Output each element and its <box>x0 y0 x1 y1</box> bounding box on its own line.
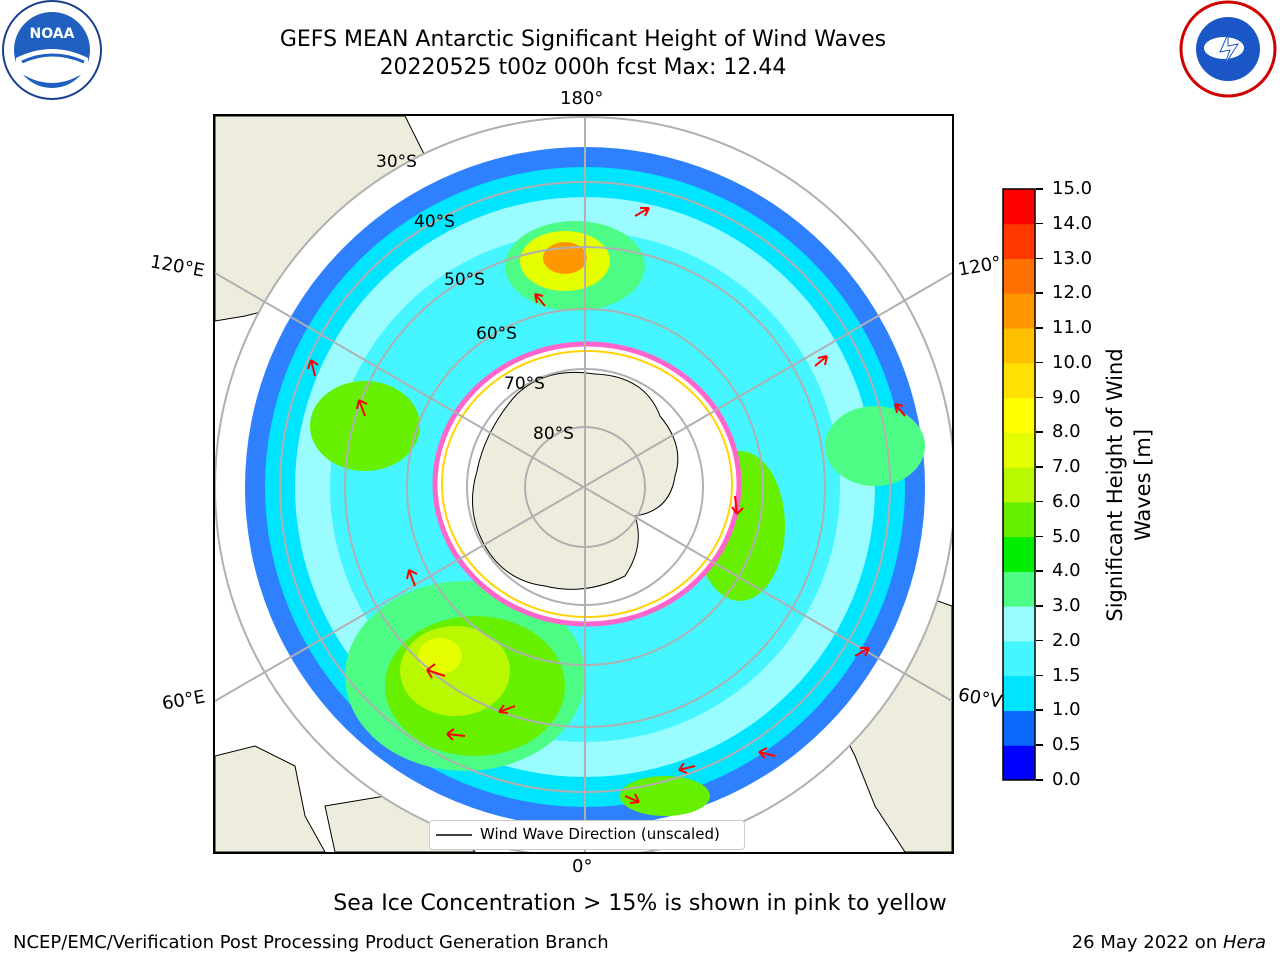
colorbar-tick-label: 11.0 <box>1052 317 1093 339</box>
colorbar-tick-mark <box>1036 535 1043 538</box>
colorbar-tick-label: 5.0 <box>1052 525 1081 547</box>
colorbar-tick-mark <box>1036 222 1043 225</box>
lon-label-upper-right: 120° <box>956 252 1003 281</box>
lat-label-80s: 80°S <box>533 424 574 444</box>
colorbar-tick-mark <box>1036 779 1043 781</box>
svg-text:Waves [m]: Waves [m] <box>1131 429 1155 541</box>
land-antarctica <box>472 371 679 590</box>
colorbar-tick-mark <box>1036 361 1043 364</box>
colorbar-segment <box>1003 328 1035 364</box>
colorbar-segment <box>1003 467 1035 503</box>
svg-text:NOAA: NOAA <box>30 26 75 42</box>
map-subtitle: 20220525 t00z 000h fcst Max: 12.44 <box>379 55 787 80</box>
colorbar-segment <box>1003 745 1035 781</box>
colorbar-tick-label: 4.0 <box>1052 560 1081 582</box>
lat-label-50s: 50°S <box>444 270 485 290</box>
colorbar-tick-label: 12.0 <box>1052 282 1093 304</box>
colorbar-tick-label: 15.0 <box>1052 178 1093 199</box>
polar-stereographic-map: Wind Wave Direction (unscaled) <box>213 114 954 854</box>
colorbar-tick-mark <box>1036 744 1043 746</box>
colorbar-tick-mark <box>1036 639 1043 642</box>
lon-label-bottom: 0° <box>572 856 593 877</box>
colorbar-tick-mark <box>1036 500 1043 503</box>
colorbar-segment <box>1003 432 1035 468</box>
colorbar-tick-label: 9.0 <box>1052 386 1081 408</box>
svg-text:Significant Height of Wind: Significant Height of Wind <box>1103 348 1127 621</box>
colorbar-segment <box>1003 536 1035 572</box>
colorbar-segment <box>1003 675 1035 711</box>
colorbar-tick-mark <box>1036 257 1043 260</box>
colorbar-segment <box>1003 223 1035 260</box>
land-africa <box>215 745 326 852</box>
colorbar-tick-label: 8.0 <box>1052 421 1081 443</box>
colorbar-tick-mark <box>1036 605 1043 607</box>
map-legend: Wind Wave Direction (unscaled) <box>429 820 745 850</box>
colorbar <box>1002 188 1036 781</box>
colorbar-title: Significant Height of Wind Waves [m] <box>1103 348 1155 621</box>
colorbar-tick-label: 13.0 <box>1052 247 1093 269</box>
lat-label-60s: 60°S <box>476 324 517 344</box>
colorbar-tick-label: 14.0 <box>1052 212 1093 234</box>
colorbar-segment <box>1003 362 1035 399</box>
colorbar-segment <box>1003 710 1035 746</box>
lat-label-70s: 70°S <box>504 374 545 394</box>
lon-label-upper-left: 120°E <box>148 251 207 282</box>
colorbar-tick-mark <box>1036 327 1043 329</box>
colorbar-segment <box>1003 606 1035 642</box>
colorbar-segment <box>1003 397 1035 433</box>
colorbar-tick-label: 10.0 <box>1052 351 1093 373</box>
generation-date: 26 May 2022 on Hera <box>1071 932 1266 953</box>
national-weather-service-logo <box>1179 0 1277 98</box>
colorbar-segment <box>1003 293 1035 329</box>
colorbar-tick-mark <box>1036 466 1043 468</box>
colorbar-tick-label: 0.0 <box>1052 769 1081 790</box>
lat-label-40s: 40°S <box>414 212 455 232</box>
lon-label-lower-left: 60°E <box>160 686 207 715</box>
colorbar-tick-mark <box>1036 674 1043 677</box>
colorbar-tick-label: 3.0 <box>1052 595 1081 617</box>
colorbar-tick-label: 0.5 <box>1052 734 1081 756</box>
colorbar-tick-mark <box>1036 396 1043 399</box>
colorbar-tick-mark <box>1036 709 1043 711</box>
map-title: GEFS MEAN Antarctic Significant Height o… <box>279 27 887 52</box>
lat-label-30s: 30°S <box>376 152 417 172</box>
colorbar-segment <box>1003 189 1035 225</box>
colorbar-tick-label: 2.0 <box>1052 629 1081 651</box>
colorbar-tick-label: 1.0 <box>1052 699 1081 721</box>
colorbar-tick-mark <box>1036 188 1043 190</box>
lon-label-top: 180° <box>560 88 604 109</box>
producer-credit: NCEP/EMC/Verification Post Processing Pr… <box>13 932 609 953</box>
legend-line-swatch <box>436 834 472 836</box>
legend-label: Wind Wave Direction (unscaled) <box>480 825 720 843</box>
colorbar-tick-label: 6.0 <box>1052 490 1081 512</box>
colorbar-tick-mark <box>1036 292 1043 294</box>
wave-height-field <box>215 116 952 852</box>
colorbar-segment <box>1003 640 1035 677</box>
colorbar-segment <box>1003 571 1035 607</box>
colorbar-tick-label: 7.0 <box>1052 456 1081 478</box>
sea-ice-note: Sea Ice Concentration > 15% is shown in … <box>333 891 947 916</box>
lon-label-lower-right: 60°V <box>956 684 1004 713</box>
colorbar-tick-mark <box>1036 431 1043 433</box>
colorbar-segment <box>1003 501 1035 538</box>
colorbar-tick-mark <box>1036 570 1043 572</box>
colorbar-segment <box>1003 258 1035 294</box>
colorbar-tick-label: 1.5 <box>1052 664 1081 686</box>
noaa-logo: NOAA <box>2 0 102 100</box>
